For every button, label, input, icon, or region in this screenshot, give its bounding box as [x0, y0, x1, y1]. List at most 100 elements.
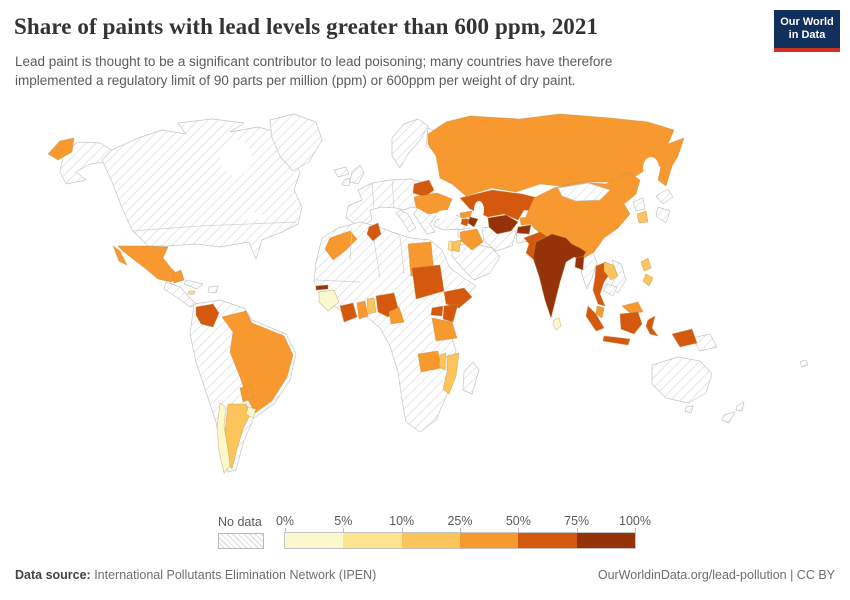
- country-zambia[interactable]: [417, 350, 442, 373]
- country-gambia[interactable]: [315, 284, 329, 291]
- country-tasmania[interactable]: [684, 405, 694, 414]
- country-cuba[interactable]: [183, 279, 204, 290]
- country-chile[interactable]: [216, 402, 231, 474]
- legend-tick-label: 25%: [447, 514, 473, 528]
- legend-tick-label: 50%: [505, 514, 531, 528]
- country-new-zealand-north[interactable]: [735, 401, 745, 412]
- legend-tick-label: 100%: [619, 514, 651, 528]
- country-mexico-yucatan[interactable]: [171, 269, 185, 284]
- country-chukotka-russia[interactable]: [47, 137, 75, 161]
- country-tanzania[interactable]: [431, 317, 458, 342]
- legend-bin-swatch[interactable]: [459, 533, 519, 548]
- legend-tick-line: [635, 528, 636, 548]
- country-uk[interactable]: [349, 164, 365, 185]
- owid-logo-line2: in Data: [788, 29, 826, 41]
- country-ireland[interactable]: [341, 177, 351, 187]
- legend-ticks: 0% 5% 10% 25% 50% 75% 100%: [276, 512, 651, 548]
- legend-tick-label: 10%: [389, 514, 415, 528]
- country-cambodia[interactable]: [603, 283, 618, 297]
- country-ghana[interactable]: [356, 300, 369, 320]
- country-india[interactable]: [532, 233, 587, 319]
- country-ethiopia[interactable]: [443, 287, 473, 309]
- country-indonesia-sulawesi[interactable]: [645, 315, 659, 337]
- country-jordan[interactable]: [451, 239, 462, 253]
- country-mozambique[interactable]: [442, 352, 460, 395]
- country-belarus[interactable]: [412, 179, 435, 198]
- legend-no-data-swatch[interactable]: [218, 533, 264, 549]
- footer-link[interactable]: OurWorldinData.org/lead-pollution | CC B…: [597, 568, 835, 582]
- country-italy[interactable]: [395, 209, 417, 233]
- country-greenland[interactable]: [269, 113, 323, 172]
- country-colombia[interactable]: [195, 303, 220, 328]
- legend-tick-label: 5%: [334, 514, 353, 528]
- country-papua-new-guinea[interactable]: [691, 333, 718, 352]
- country-cameroon[interactable]: [388, 306, 405, 325]
- country-philippines-south[interactable]: [642, 273, 654, 287]
- legend-bin-swatch[interactable]: [576, 533, 635, 548]
- country-sri-lanka[interactable]: [552, 317, 562, 331]
- country-mexico[interactable]: [117, 245, 181, 283]
- legend-tick-label: 75%: [564, 514, 590, 528]
- country-azerbaijan[interactable]: [467, 216, 479, 228]
- country-iraq[interactable]: [459, 228, 484, 251]
- country-south-korea[interactable]: [636, 210, 649, 224]
- country-indonesia-sumatra[interactable]: [585, 305, 605, 332]
- water-bodies: [220, 140, 659, 220]
- legend-bins: [284, 532, 636, 549]
- country-canada-usa[interactable]: [101, 118, 303, 260]
- legend-tick-label: 0%: [275, 514, 295, 528]
- country-bangladesh[interactable]: [574, 255, 585, 271]
- country-brazil[interactable]: [221, 310, 294, 414]
- country-cote-divoire[interactable]: [339, 302, 358, 323]
- country-japan-south[interactable]: [655, 206, 671, 224]
- country-indonesia-kalimantan[interactable]: [619, 311, 643, 335]
- country-sudan[interactable]: [411, 264, 445, 300]
- country-mexico-baja[interactable]: [112, 245, 128, 266]
- country-guinea[interactable]: [318, 289, 340, 312]
- country-jamaica[interactable]: [187, 290, 196, 295]
- country-tunisia[interactable]: [366, 222, 382, 242]
- interior-borders: [131, 179, 405, 283]
- country-israel[interactable]: [447, 240, 453, 252]
- country-laos[interactable]: [603, 261, 619, 281]
- map-legend: No data 0% 5% 10% 25% 50% 75% 100%: [0, 512, 850, 554]
- country-morocco[interactable]: [324, 230, 358, 261]
- country-iceland[interactable]: [333, 166, 350, 178]
- country-indonesia-papua[interactable]: [671, 328, 698, 348]
- country-uruguay[interactable]: [245, 406, 257, 419]
- legend-no-data-label: No data: [218, 515, 262, 529]
- country-fiji[interactable]: [799, 359, 809, 368]
- legend-bin-swatch[interactable]: [518, 533, 577, 548]
- country-mongolia[interactable]: [557, 182, 611, 202]
- country-new-zealand-south[interactable]: [721, 411, 736, 424]
- country-paraguay[interactable]: [239, 384, 255, 403]
- world-map: [0, 110, 850, 510]
- country-indonesia-java[interactable]: [602, 335, 631, 346]
- country-uganda[interactable]: [430, 305, 444, 317]
- country-uzbekistan[interactable]: [487, 214, 519, 235]
- country-madagascar[interactable]: [462, 361, 480, 395]
- footer-source-label: Data source:: [15, 568, 91, 582]
- country-armenia[interactable]: [460, 218, 470, 227]
- legend-bin-swatch[interactable]: [401, 533, 460, 548]
- country-north-korea[interactable]: [632, 197, 646, 212]
- country-hispaniola[interactable]: [207, 285, 219, 294]
- country-kenya[interactable]: [442, 303, 459, 323]
- owid-logo[interactable]: Our World in Data: [774, 10, 840, 52]
- country-russia[interactable]: [427, 113, 685, 197]
- country-central-america[interactable]: [163, 281, 197, 308]
- page-subtitle: Lead paint is thought to be a significan…: [15, 54, 613, 88]
- country-philippines-north[interactable]: [640, 257, 652, 272]
- country-tajikistan[interactable]: [516, 224, 532, 235]
- country-benin-togo[interactable]: [366, 297, 377, 315]
- country-malaysia-peninsula[interactable]: [595, 305, 605, 319]
- country-malawi[interactable]: [438, 352, 447, 371]
- legend-bin-swatch[interactable]: [343, 533, 402, 548]
- country-australia[interactable]: [651, 356, 713, 404]
- country-japan-north[interactable]: [655, 188, 674, 205]
- legend-bin-swatch[interactable]: [285, 533, 344, 548]
- footer-source-value: International Pollutants Elimination Net…: [90, 568, 377, 582]
- footer: Data source: International Pollutants El…: [15, 568, 835, 582]
- country-scandinavia[interactable]: [391, 118, 429, 169]
- country-malaysia-borneo[interactable]: [621, 301, 644, 314]
